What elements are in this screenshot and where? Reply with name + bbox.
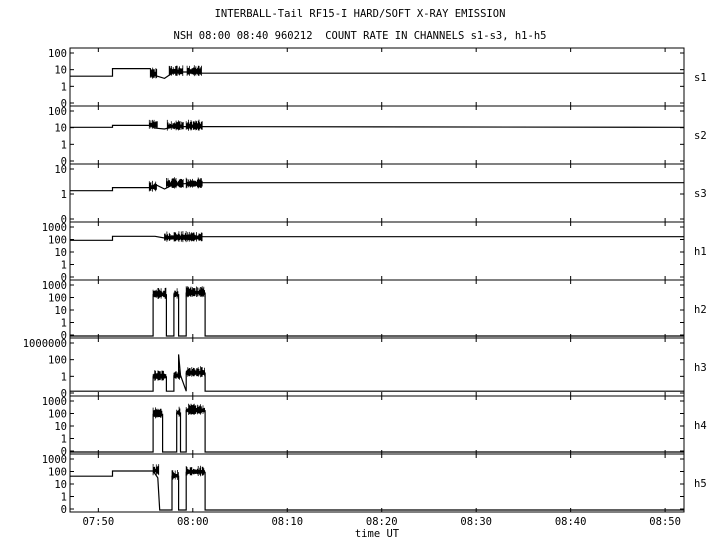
- y-tick-label: 1: [61, 81, 67, 93]
- y-tick-label: 100: [48, 106, 67, 118]
- y-tick-label: 100: [48, 467, 67, 479]
- series-h4-noise: [152, 407, 163, 419]
- y-tick-label: 1: [61, 189, 67, 201]
- series-h1-line: [70, 235, 684, 241]
- series-h5-line: [70, 470, 684, 511]
- series-h1-noise: [164, 231, 203, 243]
- series-s3-noise: [185, 177, 203, 189]
- series-h5-noise: [171, 470, 179, 480]
- channel-label-s3: s3: [694, 188, 707, 200]
- x-tick-label: 08:00: [177, 516, 209, 528]
- series-h3-noise: [152, 370, 167, 381]
- y-tick-label: 1000000: [23, 338, 67, 350]
- y-tick-label: 10: [54, 164, 67, 176]
- series-s2-noise: [185, 119, 203, 131]
- series-h5-noise: [185, 465, 205, 477]
- y-tick-label: 10: [54, 479, 67, 491]
- y-tick-label: 1000: [42, 454, 67, 466]
- y-tick-label: 1: [61, 260, 67, 272]
- series-s2-noise: [148, 119, 158, 129]
- y-tick-label: 10: [54, 247, 67, 259]
- y-tick-label: 100: [48, 235, 67, 247]
- y-tick-label: 10: [54, 65, 67, 77]
- panel-frame: [69, 105, 685, 165]
- y-tick-label: 0: [61, 446, 67, 458]
- x-tick-label: 07:50: [83, 516, 115, 528]
- y-tick-label: 1000: [42, 396, 67, 408]
- panel-frame: [69, 221, 685, 281]
- y-tick-label: 1000: [42, 280, 67, 292]
- series-s3-noise: [166, 177, 184, 189]
- x-tick-label: 08:20: [366, 516, 398, 528]
- series-h3-noise: [173, 369, 181, 380]
- channel-label-h2: h2: [694, 304, 707, 316]
- series-s2-noise: [166, 119, 184, 131]
- channel-label-h4: h4: [694, 420, 707, 432]
- series-h2-noise: [173, 288, 179, 299]
- x-tick-label: 08:50: [649, 516, 681, 528]
- y-tick-label: 1: [61, 139, 67, 151]
- chart-title: INTERBALL-Tail RF15-I HARD/SOFT X-RAY EM…: [214, 8, 506, 20]
- panel-frame: [69, 453, 685, 513]
- y-tick-label: 1: [61, 492, 67, 504]
- y-tick-label: 0: [61, 98, 67, 110]
- y-tick-label: 100: [48, 355, 67, 367]
- panel-frame: [69, 337, 685, 397]
- series-s2-line: [70, 124, 685, 130]
- panel-frame: [69, 47, 685, 107]
- series-h2-noise: [152, 287, 167, 299]
- y-tick-label: 0: [61, 156, 67, 168]
- y-tick-label: 1: [61, 318, 67, 330]
- series-s1-noise: [186, 65, 202, 77]
- y-tick-label: 0: [61, 330, 67, 342]
- channel-label-h1: h1: [694, 246, 707, 258]
- y-tick-label: 0: [61, 214, 67, 226]
- series-h5-noise: [152, 464, 160, 476]
- series-s3-line: [70, 182, 684, 192]
- panel-h3: 1000000 100 1 0 h3: [23, 337, 707, 400]
- channel-label-s2: s2: [694, 130, 707, 142]
- y-tick-label: 1: [61, 371, 67, 383]
- y-tick-label: 10: [54, 123, 67, 135]
- chart-subtitle: NSH 08:00 08:40 960212 COUNT RATE IN CHA…: [173, 30, 547, 42]
- series-h3-noise: [185, 366, 205, 378]
- series-s3-noise: [148, 180, 157, 192]
- series-h4-line: [70, 410, 684, 453]
- panel-frame: [69, 163, 685, 223]
- x-axis-label: time UT: [355, 528, 400, 540]
- y-tick-label: 1: [61, 434, 67, 446]
- y-tick-label: 0: [61, 504, 67, 516]
- series-s1-line: [70, 67, 684, 80]
- y-tick-label: 100: [48, 293, 67, 305]
- x-tick-label: 08:10: [271, 516, 303, 528]
- panel-frame: [69, 279, 685, 339]
- y-tick-label: 100: [48, 48, 67, 60]
- y-tick-label: 10: [54, 305, 67, 317]
- series-h2-noise: [185, 286, 205, 298]
- x-tick-label: 08:30: [460, 516, 492, 528]
- y-tick-label: 0: [61, 388, 67, 400]
- series-h2-line: [70, 292, 684, 337]
- y-tick-label: 100: [48, 409, 67, 421]
- channel-label-h3: h3: [694, 362, 707, 374]
- y-tick-label: 1000: [42, 222, 67, 234]
- series-h4-noise: [176, 406, 181, 417]
- series-s1-noise: [168, 65, 184, 76]
- channel-label-s1: s1: [694, 72, 707, 84]
- channel-label-h5: h5: [694, 478, 707, 490]
- x-tick-label: 08:40: [555, 516, 587, 528]
- y-tick-label: 0: [61, 272, 67, 284]
- series-s1-noise: [149, 67, 158, 79]
- y-tick-label: 10: [54, 421, 67, 433]
- series-h4-noise: [185, 403, 205, 415]
